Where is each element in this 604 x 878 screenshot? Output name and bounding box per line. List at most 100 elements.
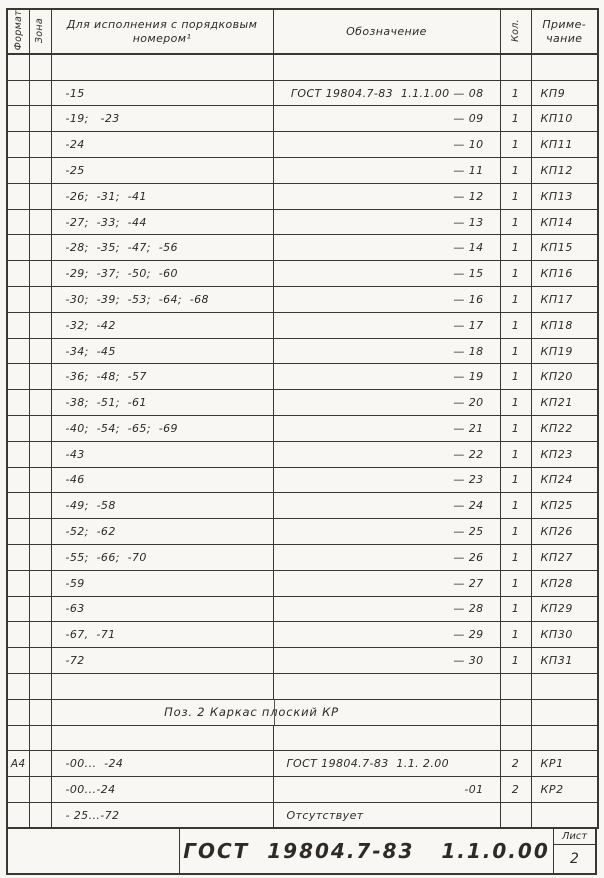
cell-zone: [28, 389, 52, 416]
cell-executions: -32; -42: [50, 311, 274, 339]
cell-note: КП26: [530, 518, 599, 545]
cell-zone: [28, 647, 52, 674]
cell-qty: [499, 724, 532, 752]
cell-qty: 1: [499, 415, 532, 442]
table-row: А4 -00... -24 ГОСТ 19804.7-83 1.1. 2.00 …: [6, 750, 599, 778]
cell-executions: -40; -54; -65; -69: [50, 415, 274, 442]
table-row: -46 — 23 1 КП24: [6, 466, 599, 494]
cell-zone: [28, 131, 52, 159]
cell-note: КП10: [530, 105, 599, 133]
cell-note: КП11: [530, 131, 599, 159]
cell-qty: 1: [499, 182, 532, 210]
cell-zone: [28, 337, 52, 365]
cell-qty: [499, 698, 532, 726]
cell-executions: -36; -48; -57: [50, 363, 274, 391]
cell-qty: 1: [499, 647, 532, 674]
cell-executions: [50, 672, 274, 700]
cell-note: КП28: [530, 569, 599, 597]
column-header-note: Приме- чание: [530, 8, 599, 56]
cell-note: КП12: [530, 157, 599, 184]
cell-zone: [28, 415, 52, 442]
cell-executions: -25: [50, 157, 274, 184]
cell-executions: -00...-24: [50, 776, 274, 803]
cell-note: [530, 53, 599, 81]
cell-executions: -29; -37; -50; -60: [50, 260, 274, 288]
cell-zone: [28, 595, 52, 623]
cell-zone: [28, 157, 52, 184]
column-header-zone: Зона: [28, 8, 52, 56]
cell-format: А4: [6, 750, 30, 778]
cell-note: КП31: [530, 647, 599, 674]
cell-note: [530, 801, 599, 829]
cell-designation: [272, 724, 501, 752]
cell-designation: — 30: [272, 647, 501, 674]
cell-qty: 1: [499, 337, 532, 365]
cell-format: [6, 208, 30, 236]
cell-format: [6, 131, 30, 159]
cell-designation: — 15: [272, 260, 501, 288]
cell-designation: — 28: [272, 595, 501, 623]
cell-zone: [28, 672, 52, 700]
cell-zone: [28, 260, 52, 288]
cell-zone: [28, 440, 52, 468]
cell-qty: 1: [499, 79, 532, 107]
cell-format: [6, 595, 30, 623]
cell-note: КП14: [530, 208, 599, 236]
cell-zone: [28, 105, 52, 133]
cell-designation: — 19: [272, 363, 501, 391]
cell-format: [6, 724, 30, 752]
header-row: Формат Зона Для исполнения с порядковым …: [6, 8, 599, 56]
cell-format: [6, 672, 30, 700]
cell-note: КП25: [530, 492, 599, 520]
cell-executions: -52; -62: [50, 518, 274, 545]
cell-zone: [28, 569, 52, 597]
cell-executions: -15: [50, 79, 274, 107]
cell-designation: — 22: [272, 440, 501, 468]
table-row: -29; -37; -50; -60 — 15 1 КП16: [6, 260, 599, 288]
cell-designation: — 20: [272, 389, 501, 416]
cell-format: [6, 466, 30, 494]
cell-executions: -24: [50, 131, 274, 159]
cell-qty: 1: [499, 543, 532, 571]
table-row: -26; -31; -41 — 12 1 КП13: [6, 182, 599, 210]
table-row: -55; -66; -70 — 26 1 КП27: [6, 543, 599, 571]
cell-note: КП23: [530, 440, 599, 468]
cell-qty: 1: [499, 595, 532, 623]
cell-qty: 2: [499, 750, 532, 778]
column-header-qty: Кол.: [499, 8, 532, 56]
cell-qty: 1: [499, 621, 532, 649]
cell-qty: 1: [499, 131, 532, 159]
cell-executions: -55; -66; -70: [50, 543, 274, 571]
table-row: -28; -35; -47; -56 — 14 1 КП15: [6, 234, 599, 262]
cell-zone: [28, 543, 52, 571]
cell-note: КП15: [530, 234, 599, 262]
cell-format: [6, 518, 30, 545]
cell-designation: — 12: [272, 182, 501, 210]
table-row: -15 ГОСТ 19804.7-83 1.1.1.00 — 08 1 КП9: [6, 79, 599, 107]
cell-zone: [28, 466, 52, 494]
cell-note: КП17: [530, 286, 599, 313]
cell-designation: — 23: [272, 466, 501, 494]
cell-zone: [28, 801, 52, 829]
table-row: -72 — 30 1 КП31: [6, 647, 599, 674]
cell-zone: [28, 776, 52, 803]
cell-note: [530, 672, 599, 700]
title-block: ГОСТ 19804.7-83 1.1.0.00 Лист 2: [6, 828, 597, 876]
cell-designation: — 25: [272, 518, 501, 545]
cell-executions: - 25...-72: [50, 801, 274, 829]
cell-note: КР2: [530, 776, 599, 803]
cell-designation: — 16: [272, 286, 501, 313]
table-row: -32; -42 — 17 1 КП18: [6, 311, 599, 339]
cell-format: [6, 337, 30, 365]
cell-executions: -46: [50, 466, 274, 494]
zone-label: Зона: [34, 17, 46, 43]
cell-executions: -72: [50, 647, 274, 674]
cell-format: [6, 801, 30, 829]
table-row: [6, 672, 599, 700]
table-row: -43 — 22 1 КП23: [6, 440, 599, 468]
cell-format: [6, 492, 30, 520]
table-row: -63 — 28 1 КП29: [6, 595, 599, 623]
cell-zone: [28, 724, 52, 752]
table-row: -24 — 10 1 КП11: [6, 131, 599, 159]
cell-format: [6, 311, 30, 339]
